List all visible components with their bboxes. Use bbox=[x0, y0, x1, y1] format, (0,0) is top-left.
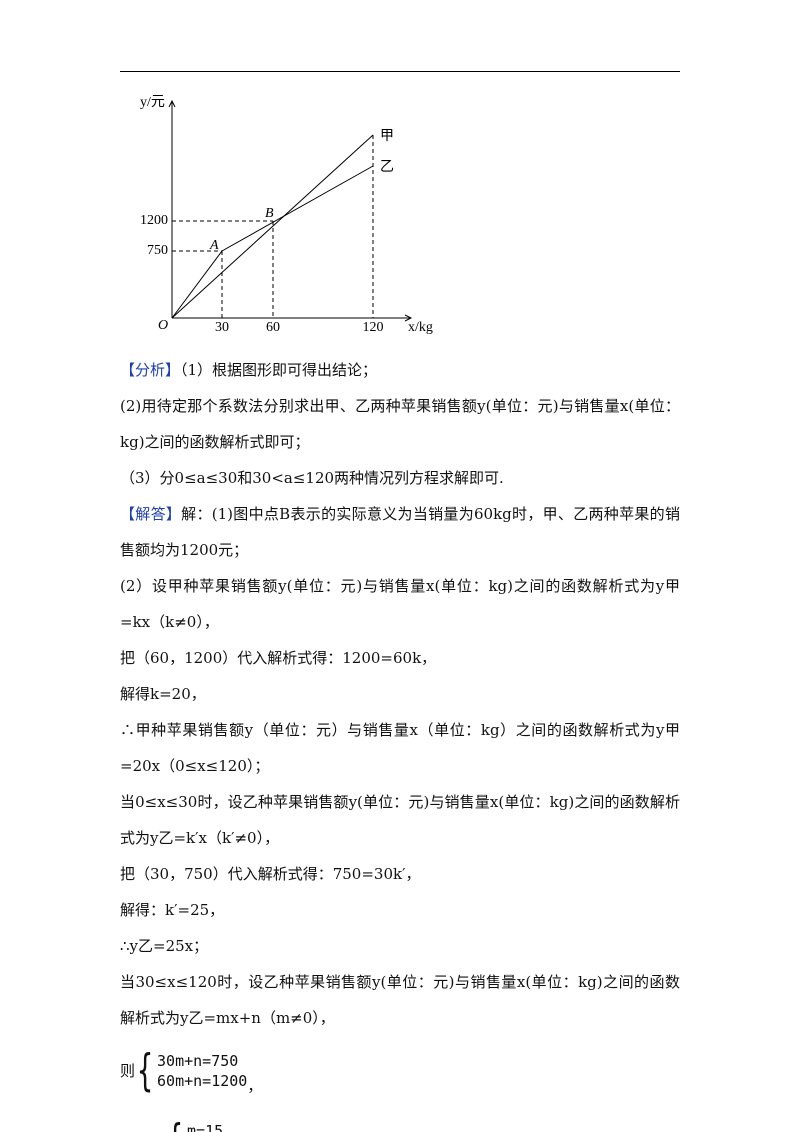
paragraph-text: 解：(1)图中点B表示的实际意义为当销量为60kg时，甲、乙两种苹果的销售额均为… bbox=[120, 505, 680, 559]
paragraph: ∴y乙=25x； bbox=[120, 928, 680, 964]
system-prefix: 解得： bbox=[120, 1123, 165, 1132]
paragraph: 当0≤x≤30时，设乙种苹果销售额y(单位：元)与销售量x(单位：kg)之间的函… bbox=[120, 784, 680, 856]
text-body: 【分析】（1）根据图形即可得出结论； (2)用待定那个系数法分别求出甲、乙两种苹果… bbox=[120, 352, 680, 1132]
paragraph: 解得：k′=25， bbox=[120, 892, 680, 928]
paragraph-text: 把（30，750）代入解析式得：750=30k′， bbox=[120, 865, 421, 883]
paragraph: (2)用待定那个系数法分别求出甲、乙两种苹果销售额y(单位：元)与销售量x(单位… bbox=[120, 388, 680, 460]
paragraph-text: 解得：k′=25， bbox=[120, 901, 225, 919]
x-tick-label: 120 bbox=[363, 320, 384, 335]
brace: { bbox=[167, 1119, 184, 1132]
top-rule bbox=[120, 71, 680, 72]
equation: 30m+n=750 bbox=[157, 1052, 239, 1070]
paragraph-text: (2)用待定那个系数法分别求出甲、乙两种苹果销售额y(单位：元)与销售量x(单位… bbox=[120, 397, 680, 451]
system-prefix: 则 bbox=[120, 1062, 136, 1080]
y-tick-label: 750 bbox=[147, 243, 168, 258]
paragraph: 【解答】解：(1)图中点B表示的实际意义为当销量为60kg时，甲、乙两种苹果的销… bbox=[120, 496, 680, 568]
paragraph: (2）设甲种苹果销售额y(单位：元)与销售量x(单位：kg)之间的函数解析式为y… bbox=[120, 568, 680, 640]
y-tick-label: 1200 bbox=[140, 213, 168, 228]
paragraph-text: （1）根据图形即可得出结论； bbox=[180, 361, 378, 379]
x-tick-label: 30 bbox=[215, 320, 229, 335]
paragraph: 当30≤x≤120时，设乙种苹果销售额y(单位：元)与销售量x(单位：kg)之间… bbox=[120, 964, 680, 1036]
paragraph-text: （3）分0≤a≤30和30<a≤120两种情况列方程求解即可. bbox=[120, 469, 504, 487]
paragraph-text: 当30≤x≤120时，设乙种苹果销售额y(单位：元)与销售量x(单位：kg)之间… bbox=[120, 973, 680, 1027]
x-tick-label: 60 bbox=[266, 320, 280, 335]
equation-system: 则{30m+n=750 60m+n=1200， bbox=[120, 1036, 680, 1106]
equation-system: 解得：{m=15n=300， bbox=[120, 1106, 680, 1132]
origin-label: O bbox=[158, 318, 168, 333]
equations: 30m+n=750 60m+n=1200 bbox=[157, 1051, 247, 1091]
point-label: B bbox=[265, 206, 274, 221]
paragraph-text: ∴甲种苹果销售额y（单位：元）与销售量x（单位：kg）之间的函数解析式为y甲=2… bbox=[120, 721, 680, 775]
paragraph-text: 解得k=20， bbox=[120, 685, 206, 703]
equation: m=15 bbox=[187, 1122, 224, 1132]
point-label: A bbox=[209, 238, 219, 253]
x-axis-label: x/kg bbox=[408, 320, 433, 335]
paragraph: 【分析】（1）根据图形即可得出结论； bbox=[120, 352, 680, 388]
equation: 60m+n=1200 bbox=[157, 1072, 248, 1090]
brace: { bbox=[136, 1045, 154, 1096]
paragraph: 把（60，1200）代入解析式得：1200=60k， bbox=[120, 640, 680, 676]
section-label: 【解答】 bbox=[120, 505, 182, 523]
paragraph-text: 把（60，1200）代入解析式得：1200=60k， bbox=[120, 649, 437, 667]
paragraph-text: 当0≤x≤30时，设乙种苹果销售额y(单位：元)与销售量x(单位：kg)之间的函… bbox=[120, 793, 680, 847]
section-label: 【分析】 bbox=[120, 361, 181, 379]
system-suffix: ， bbox=[247, 1077, 263, 1095]
paragraph-text: (2）设甲种苹果销售额y(单位：元)与销售量x(单位：kg)之间的函数解析式为y… bbox=[120, 577, 680, 631]
line-label: 乙 bbox=[380, 159, 394, 175]
paragraph: ∴甲种苹果销售额y（单位：元）与销售量x（单位：kg）之间的函数解析式为y甲=2… bbox=[120, 712, 680, 784]
equations: m=15n=300 bbox=[187, 1121, 232, 1132]
paragraph-text: ∴y乙=25x； bbox=[120, 937, 209, 955]
paragraph: 把（30，750）代入解析式得：750=30k′， bbox=[120, 856, 680, 892]
y-axis-label: y/元 bbox=[140, 95, 165, 110]
line-label: 甲 bbox=[380, 129, 394, 144]
paragraph: 解得k=20， bbox=[120, 676, 680, 712]
figure: y/元 x/kg O 30 60 120 1200 750 A B 甲 乙 bbox=[140, 95, 433, 335]
paragraph: （3）分0≤a≤30和30<a≤120两种情况列方程求解即可. bbox=[120, 460, 680, 496]
